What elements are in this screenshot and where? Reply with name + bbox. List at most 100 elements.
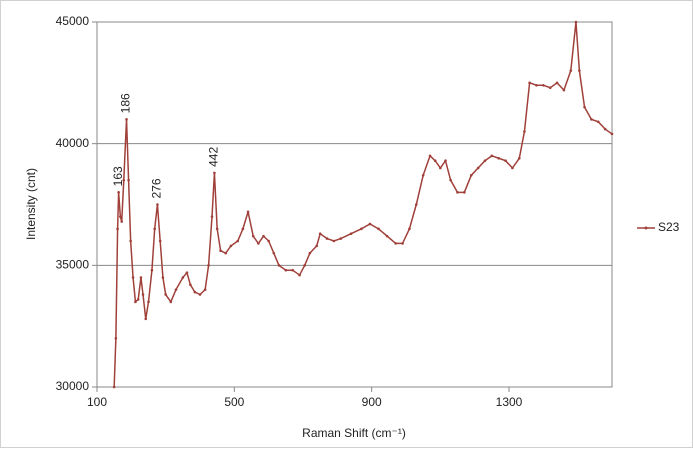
- data-point: [385, 234, 389, 238]
- data-point: [161, 276, 165, 279]
- data-point: [562, 88, 566, 92]
- data-point: [117, 191, 120, 194]
- data-point: [207, 264, 210, 267]
- data-point: [169, 300, 173, 304]
- y-axis-label: Intensity (cnt): [24, 168, 38, 240]
- data-point: [174, 288, 178, 291]
- data-point: [569, 69, 573, 72]
- data-point: [229, 244, 233, 248]
- data-point: [518, 156, 521, 160]
- data-point: [548, 86, 552, 89]
- data-point: [119, 215, 122, 218]
- data-point: [147, 300, 150, 304]
- y-tick-label: 45000: [56, 14, 90, 28]
- data-point: [590, 118, 593, 121]
- data-point: [257, 242, 260, 245]
- data-point: [574, 20, 578, 24]
- data-point: [583, 105, 586, 109]
- data-point: [603, 127, 607, 131]
- annotation: 163: [111, 166, 125, 186]
- data-point: [523, 130, 526, 133]
- data-point: [246, 210, 250, 214]
- data-point: [394, 242, 398, 245]
- data-point: [542, 83, 545, 87]
- data-point: [349, 232, 353, 235]
- data-point: [339, 237, 343, 240]
- data-point: [224, 251, 228, 255]
- data-point: [463, 191, 466, 194]
- data-point: [469, 174, 473, 177]
- data-point: [277, 264, 281, 267]
- data-point: [401, 242, 404, 245]
- y-tick-label: 30000: [56, 379, 90, 393]
- data-point: [421, 174, 425, 177]
- data-point: [596, 120, 600, 124]
- data-point: [449, 178, 452, 182]
- data-point: [136, 298, 140, 301]
- annotation: 442: [207, 147, 221, 167]
- data-point: [129, 239, 132, 243]
- data-point: [122, 178, 126, 182]
- data-point: [164, 293, 167, 296]
- data-point: [125, 118, 128, 121]
- data-point: [315, 244, 319, 248]
- data-point: [181, 276, 185, 279]
- x-tick-label: 900: [362, 395, 382, 409]
- data-point: [483, 159, 487, 162]
- data-point: [215, 227, 219, 231]
- data-point: [251, 234, 255, 238]
- data-point: [210, 215, 214, 218]
- data-point: [139, 276, 143, 279]
- data-point: [262, 234, 265, 238]
- legend-marker: [644, 226, 648, 230]
- data-point: [360, 227, 363, 231]
- data-point: [219, 249, 222, 253]
- legend-label: S23: [658, 220, 680, 234]
- data-point: [578, 69, 581, 72]
- x-tick-label: 500: [224, 395, 244, 409]
- data-point: [497, 156, 501, 160]
- annotation: 276: [150, 178, 164, 198]
- x-tick-label: 1300: [496, 395, 523, 409]
- plot-area: [96, 21, 613, 388]
- data-point: [185, 271, 189, 274]
- data-point: [156, 203, 159, 206]
- data-point: [428, 154, 432, 158]
- data-point: [193, 290, 197, 294]
- data-point: [158, 239, 162, 243]
- x-tick-label: 100: [87, 395, 107, 409]
- data-point: [490, 154, 494, 158]
- y-tick-label: 40000: [56, 136, 90, 150]
- data-point: [439, 166, 442, 170]
- data-point: [127, 178, 130, 182]
- data-point: [134, 300, 137, 304]
- data-point: [368, 222, 372, 226]
- x-axis-label: Raman Shift (cm⁻¹): [302, 426, 406, 440]
- data-point: [415, 203, 418, 206]
- data-point: [325, 237, 329, 240]
- data-point: [131, 276, 135, 279]
- data-point: [318, 232, 322, 235]
- data-point: [377, 227, 380, 231]
- data-point: [511, 166, 514, 170]
- annotation: 186: [119, 93, 133, 113]
- data-point: [267, 239, 270, 243]
- data-point: [236, 239, 240, 243]
- data-point: [144, 317, 148, 321]
- data-point: [303, 264, 307, 267]
- data-point: [535, 83, 538, 87]
- data-point: [213, 171, 216, 175]
- data-point: [408, 227, 411, 231]
- data-point: [444, 159, 447, 162]
- data-point: [476, 166, 480, 170]
- data-point: [433, 159, 437, 162]
- data-point: [284, 268, 288, 272]
- data-point: [116, 227, 119, 231]
- data-point: [112, 385, 116, 389]
- data-point: [332, 239, 336, 243]
- data-point: [114, 337, 118, 340]
- data-point: [504, 159, 507, 162]
- data-point: [153, 227, 156, 231]
